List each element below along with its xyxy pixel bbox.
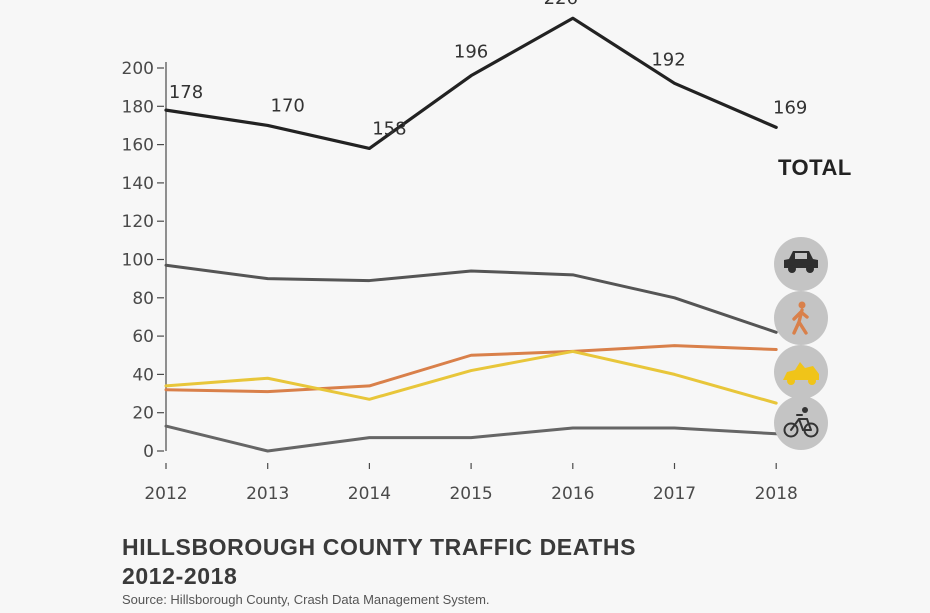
motorcycle-wheel — [808, 377, 816, 385]
x-tick-label: 2016 — [551, 484, 594, 504]
series-line — [164, 16, 778, 151]
y-tick-label: 20 — [132, 404, 154, 424]
bicycle-wheel — [783, 422, 799, 438]
y-tick-label: 160 — [122, 136, 154, 156]
data-label: 158 — [372, 118, 406, 139]
data-label: 178 — [169, 82, 203, 103]
x-tick-label: 2015 — [449, 484, 492, 504]
motorcycle-body — [783, 362, 819, 380]
data-label: 169 — [773, 97, 807, 118]
x-tick-label: 2014 — [348, 484, 391, 504]
series-label-total: TOTAL — [778, 155, 852, 180]
car-wheel — [806, 265, 814, 273]
car-body — [784, 251, 818, 268]
data-label: 170 — [271, 95, 305, 116]
chart-title: HILLSBOROUGH COUNTY TRAFFIC DEATHS — [122, 534, 637, 560]
series-line — [164, 344, 778, 394]
car-icon — [774, 237, 828, 291]
y-tick-label: 180 — [122, 97, 154, 117]
data-label: 196 — [454, 42, 488, 63]
car-wheel — [788, 265, 796, 273]
source-note: Source: Hillsborough County, Crash Data … — [122, 592, 490, 607]
car-window — [795, 253, 807, 259]
bicycle-icon — [774, 396, 828, 450]
pedestrian-head — [798, 301, 806, 309]
series-line — [164, 349, 778, 405]
series-line — [164, 263, 778, 334]
pedestrian-body — [792, 308, 809, 335]
data-label: 192 — [651, 49, 685, 70]
series-line — [164, 424, 778, 453]
y-tick-label: 140 — [122, 174, 154, 194]
y-tick-label: 0 — [143, 442, 154, 462]
y-tick-label: 80 — [132, 289, 154, 309]
data-label: 226 — [544, 0, 578, 9]
x-tick-label: 2013 — [246, 484, 289, 504]
motorcycle-wheel — [787, 377, 795, 385]
bicycle-frame — [790, 414, 812, 431]
y-tick-label: 40 — [132, 365, 154, 385]
pedestrian-icon — [774, 291, 828, 345]
bicycle-rider-head — [802, 407, 808, 413]
y-tick-label: 60 — [132, 327, 154, 347]
chart-subtitle: 2012-2018 — [122, 563, 238, 589]
y-tick-label: 100 — [122, 251, 154, 271]
x-tick-label: 2017 — [653, 484, 696, 504]
motorcycle-icon — [774, 345, 828, 399]
y-tick-label: 120 — [122, 212, 154, 232]
x-tick-label: 2012 — [144, 484, 187, 504]
y-tick-label: 200 — [122, 59, 154, 79]
x-tick-label: 2018 — [755, 484, 798, 504]
